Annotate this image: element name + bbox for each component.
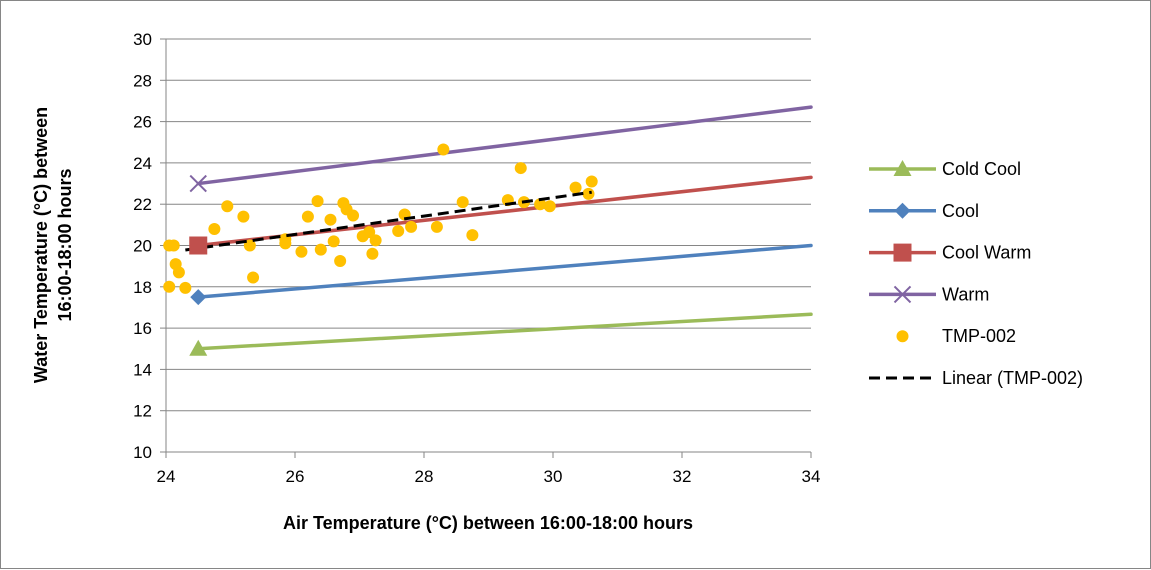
tmp-002-point: [366, 247, 379, 260]
tmp-002-point: [314, 243, 327, 256]
tmp-002-point: [163, 280, 176, 293]
cold-cool-marker: [189, 339, 208, 356]
legend-swatch-marker: [893, 243, 912, 262]
tmp-002-point: [569, 181, 582, 194]
tmp-002-point: [466, 229, 479, 242]
tmp-002-point: [514, 162, 527, 175]
tmp-002-point: [327, 235, 340, 248]
legend-item-linear-tmp-002: Linear (TMP-002): [869, 368, 1083, 388]
legend-label: Cool Warm: [942, 243, 1031, 263]
tmp-002-point: [369, 234, 382, 247]
tmp-002-point: [301, 210, 314, 223]
tmp-002-point: [405, 220, 418, 233]
legend-swatch-marker: [894, 202, 911, 219]
tmp-002-point: [247, 271, 260, 284]
cool-series-line: [196, 243, 813, 299]
legend-label: Cold Cool: [942, 159, 1021, 179]
y-tick-label: 10: [133, 443, 152, 462]
x-tick-label: 34: [802, 467, 821, 486]
linear-tmp-002-trendline: [185, 190, 592, 252]
legend-item-warm: Warm: [869, 284, 989, 304]
tmp-002-point: [363, 226, 376, 239]
y-axis-title-line2: 16:00-18:00 hours: [55, 168, 75, 321]
x-tick-label: 32: [673, 467, 692, 486]
grid-lines: [160, 38, 812, 458]
tmp-002-point: [430, 220, 443, 233]
legend-item-cool-warm: Cool Warm: [869, 243, 1031, 263]
legend: Cold Cool Cool Cool Warm Warm TMP-002 Linear …: [869, 159, 1083, 388]
y-tick-label: 24: [133, 154, 152, 173]
y-tick-label: 12: [133, 402, 152, 421]
series-layer: [163, 105, 813, 356]
tmp-002-point: [585, 175, 598, 188]
legend-label: Warm: [942, 284, 989, 304]
y-tick-label: 22: [133, 195, 152, 214]
tmp-002-point: [582, 187, 595, 200]
x-tick-label: 26: [286, 467, 305, 486]
legend-item-tmp-002: TMP-002: [896, 326, 1016, 346]
y-tick-label: 20: [133, 237, 152, 256]
y-tick-label: 14: [133, 360, 152, 379]
legend-label: Cool: [942, 201, 979, 221]
warm-series-line: [196, 105, 813, 186]
tmp-002-point: [324, 213, 337, 226]
y-tick-label: 30: [133, 30, 152, 49]
tmp-002-point: [334, 254, 347, 267]
cool-marker: [190, 289, 207, 306]
tmp-002-point: [167, 239, 180, 252]
y-tick-label: 28: [133, 71, 152, 90]
tmp-002-point: [295, 245, 308, 258]
cold-cool-series-line: [196, 312, 813, 351]
y-axis-title-line1: Water Temperature (°C) between: [31, 107, 51, 383]
tmp-002-point: [543, 200, 556, 213]
cool-warm-marker: [189, 236, 208, 255]
x-tick-label: 24: [157, 467, 176, 486]
x-tick-label: 28: [415, 467, 434, 486]
tmp-002-point: [172, 266, 185, 279]
x-axis-title: Air Temperature (°C) between 16:00-18:00…: [283, 513, 693, 533]
legend-item-cold-cool: Cold Cool: [869, 159, 1021, 179]
legend-swatch-marker: [893, 160, 912, 176]
legend-swatch-marker: [896, 330, 909, 343]
tmp-002-point: [347, 209, 360, 222]
y-tick-label: 26: [133, 113, 152, 132]
y-tick-label: 18: [133, 278, 152, 297]
legend-swatch-marker: [893, 285, 912, 304]
tmp-002-point: [179, 281, 192, 294]
x-tick-label: 30: [544, 467, 563, 486]
tmp-002-point: [534, 198, 547, 211]
cool-warm-series-line: [196, 175, 813, 248]
tmp-002-point: [392, 225, 405, 238]
tmp-002-point: [237, 210, 250, 223]
tmp-002-point: [208, 222, 221, 235]
y-tick-label: 16: [133, 319, 152, 338]
tmp-002-point: [279, 237, 292, 250]
tmp-002-point: [221, 200, 234, 213]
tmp-002-point: [437, 143, 450, 156]
warm-marker: [189, 174, 207, 193]
legend-label: TMP-002: [942, 326, 1016, 346]
legend-label: Linear (TMP-002): [942, 368, 1083, 388]
tmp-002-point: [311, 195, 324, 208]
tick-labels: 10 12 14 16 18 20 22 24 26 28 30 24 26 28 30 32 34: [133, 30, 820, 486]
tmp-002-point: [456, 196, 469, 209]
legend-item-cool: Cool: [869, 201, 979, 221]
